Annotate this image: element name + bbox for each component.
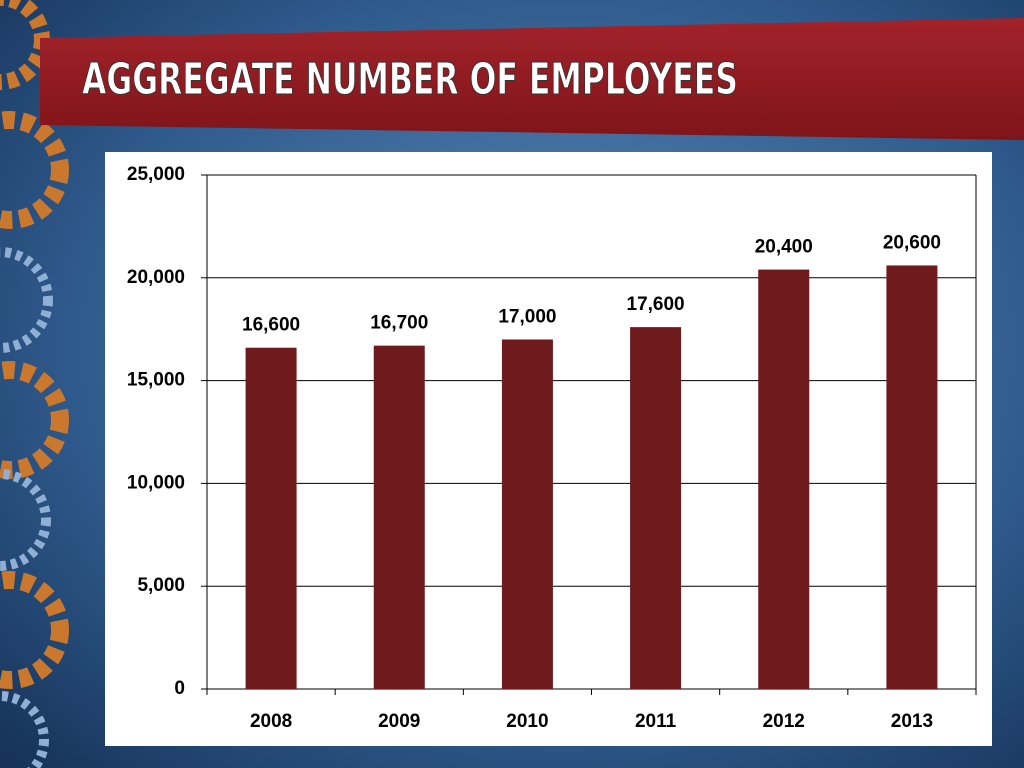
y-tick-label: 20,000 (127, 267, 185, 288)
data-label: 16,700 (370, 313, 428, 334)
x-tick-label: 2008 (250, 711, 292, 732)
y-tick-label: 5,000 (137, 575, 185, 596)
y-tick-label: 10,000 (127, 472, 185, 493)
y-tick-label: 0 (174, 678, 185, 699)
bar (373, 345, 425, 689)
x-tick-label: 2011 (635, 711, 677, 732)
y-tick-label: 15,000 (127, 370, 185, 391)
x-tick-label: 2009 (378, 711, 420, 732)
data-label: 20,600 (883, 232, 941, 253)
chart: 0 5,000 10,000 15,000 20,000 25,000 2008 16,600… (127, 164, 977, 732)
bar (886, 265, 938, 689)
title-banner (40, 18, 1024, 140)
x-tick-label: 2010 (506, 711, 548, 732)
data-label: 16,600 (242, 315, 300, 336)
data-label: 17,000 (498, 306, 556, 327)
x-tick-label: 2013 (891, 711, 933, 732)
bar (630, 327, 682, 689)
data-label: 17,600 (627, 294, 685, 315)
bar (245, 347, 297, 689)
slide-title: AGGREGATE NUMBER OF EMPLOYEES (82, 54, 738, 105)
data-label: 20,400 (755, 237, 813, 258)
bar (501, 339, 553, 689)
bar (758, 269, 810, 689)
y-tick-label: 25,000 (127, 164, 185, 185)
x-tick-label: 2012 (763, 711, 805, 732)
